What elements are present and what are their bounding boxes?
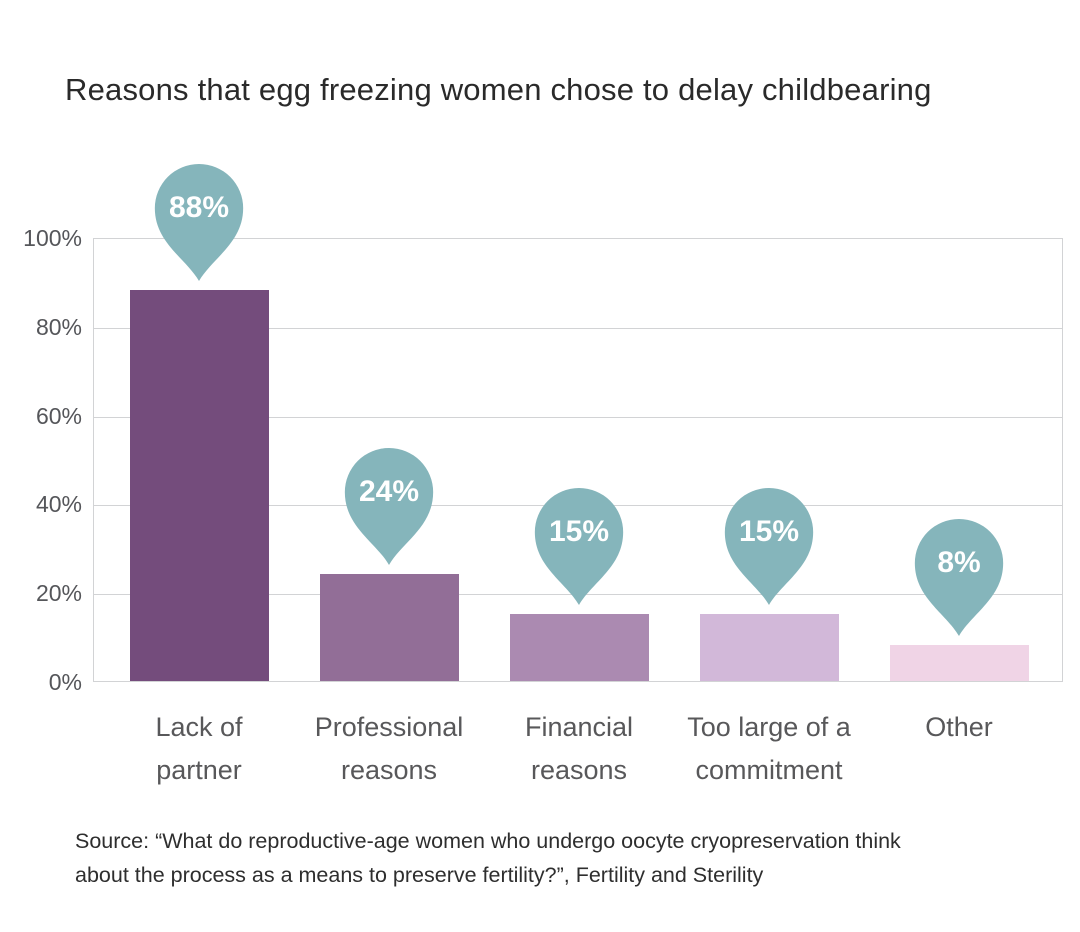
bar — [130, 290, 269, 681]
x-tick-label-line: Financial — [524, 712, 634, 742]
x-tick-label: Professional reasons — [274, 706, 504, 792]
x-tick-label: Lack of partner — [84, 706, 314, 792]
value-label: 88% — [168, 191, 230, 224]
x-tick-label-line: partner — [156, 755, 242, 785]
chart-title: Reasons that egg freezing women chose to… — [65, 72, 932, 107]
value-label: 8% — [937, 546, 981, 579]
value-marker-balloon: 15% — [531, 488, 627, 605]
y-tick-label: 0% — [48, 669, 82, 695]
balloon-pin-icon — [724, 488, 814, 605]
y-tick-label: 20% — [35, 580, 82, 606]
value-marker-balloon: 15% — [721, 488, 817, 605]
value-label: 15% — [738, 515, 800, 548]
bar — [320, 574, 459, 681]
source-line-2: about the process as a means to preserve… — [75, 863, 764, 887]
x-tick-label-line: commitment — [695, 755, 843, 785]
y-tick-label: 40% — [35, 491, 82, 517]
x-tick-label: Other — [844, 706, 1074, 749]
source-line-1: Source: “What do reproductive-age women … — [75, 829, 901, 853]
gridline — [94, 328, 1062, 329]
source-note: Source: “What do reproductive-age women … — [75, 824, 1015, 892]
x-tick-label-line: Lack of — [155, 712, 243, 742]
x-tick-label-line: Other — [925, 712, 993, 742]
x-tick-label: Too large of a commitment — [654, 706, 884, 792]
y-tick-label: 100% — [23, 225, 82, 251]
x-tick-label-line: reasons — [530, 755, 628, 785]
bar — [890, 645, 1029, 681]
value-label: 15% — [548, 515, 610, 548]
bar — [700, 614, 839, 681]
value-label: 24% — [358, 475, 420, 508]
y-tick-label: 60% — [35, 403, 82, 429]
value-marker-balloon: 88% — [151, 164, 247, 281]
balloon-pin-icon — [344, 448, 434, 565]
x-tick-label: Financial reasons — [464, 706, 694, 792]
bar — [510, 614, 649, 681]
x-tick-label-line: reasons — [340, 755, 438, 785]
x-tick-label-line: Too large of a — [687, 712, 851, 742]
x-tick-label-line: Professional — [314, 712, 464, 742]
y-tick-label: 80% — [35, 314, 82, 340]
value-marker-balloon: 8% — [911, 519, 1007, 636]
gridline — [94, 417, 1062, 418]
balloon-pin-icon — [534, 488, 624, 605]
balloon-pin-icon — [914, 519, 1004, 636]
value-marker-balloon: 24% — [341, 448, 437, 565]
balloon-pin-icon — [154, 164, 244, 281]
